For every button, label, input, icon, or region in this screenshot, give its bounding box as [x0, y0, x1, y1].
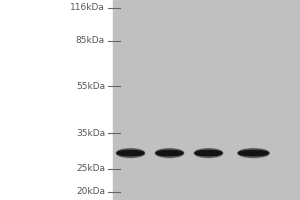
- Ellipse shape: [158, 152, 181, 155]
- Text: 25kDa: 25kDa: [76, 164, 105, 173]
- Text: 116kDa: 116kDa: [70, 3, 105, 12]
- Text: 55kDa: 55kDa: [76, 82, 105, 91]
- Ellipse shape: [156, 150, 183, 156]
- Text: 35kDa: 35kDa: [76, 129, 105, 138]
- Ellipse shape: [116, 149, 145, 158]
- Ellipse shape: [238, 149, 269, 158]
- Ellipse shape: [195, 150, 222, 156]
- Text: 85kDa: 85kDa: [76, 36, 105, 45]
- Ellipse shape: [194, 149, 223, 158]
- Ellipse shape: [117, 150, 144, 156]
- Ellipse shape: [197, 152, 220, 155]
- Ellipse shape: [155, 149, 184, 158]
- Ellipse shape: [238, 150, 268, 156]
- Bar: [112, 0, 300, 200]
- Ellipse shape: [119, 152, 142, 155]
- Text: 20kDa: 20kDa: [76, 188, 105, 196]
- Ellipse shape: [241, 152, 266, 155]
